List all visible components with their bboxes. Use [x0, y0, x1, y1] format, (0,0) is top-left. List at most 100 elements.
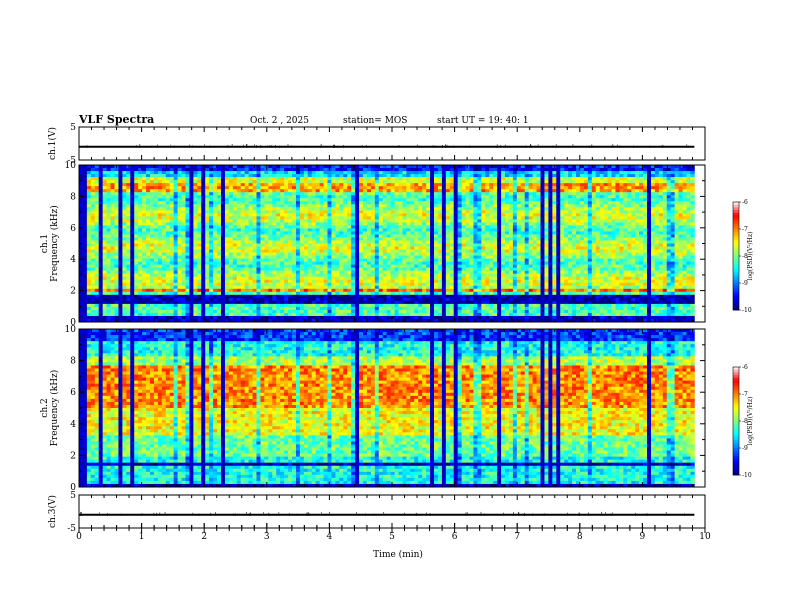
spectrogram-cell [185, 276, 190, 281]
spectrogram-cell [110, 303, 115, 308]
spectrogram-cell [244, 189, 250, 193]
spectrogram-cell [252, 294, 257, 299]
spectrogram-cell [434, 222, 439, 226]
spectrogram-cell [236, 315, 242, 320]
spectrogram-cell [161, 210, 167, 214]
spectrogram-cell [252, 240, 257, 244]
spectrogram-cell [359, 174, 364, 178]
spectrogram-cell [402, 243, 407, 247]
spectrogram-cell [86, 225, 92, 229]
spectrogram-cell [272, 267, 277, 272]
spectrogram-cell [335, 228, 340, 232]
spectrogram-cell [363, 204, 368, 208]
spectrogram-cell [173, 231, 179, 235]
spectrogram-cell [398, 237, 403, 241]
spectrogram-cell [422, 192, 427, 196]
spectrogram-cell [181, 294, 186, 299]
spectrogram-cell [319, 297, 324, 302]
spectrogram-cell [426, 276, 431, 281]
spectrogram-cell [394, 183, 399, 187]
spectrogram-cell [272, 312, 277, 317]
spectrogram-cell [130, 204, 135, 208]
spectrogram-cell [359, 195, 364, 199]
spectrogram-cell [268, 252, 273, 256]
spectrogram-cell [422, 285, 427, 290]
spectrogram-cell [110, 198, 115, 202]
spectrogram-cell [177, 312, 182, 317]
spectrogram-cell [153, 225, 159, 229]
spectrogram-cell [197, 276, 202, 281]
spectrogram-cell [138, 174, 143, 178]
spectrogram-cell [410, 198, 415, 202]
spectrogram-cell [181, 231, 186, 235]
spectrogram-cell [244, 267, 250, 272]
spectrogram-cell [359, 204, 364, 208]
spectrogram-cell [390, 288, 395, 293]
spectrogram-cell [94, 261, 100, 266]
spectrogram-cell [173, 207, 179, 211]
spectrogram-cell [177, 222, 182, 226]
spectrogram-cell [307, 231, 313, 235]
spectrogram-cell [244, 297, 250, 302]
spectrogram-cell [295, 315, 301, 320]
spectrogram-cell [418, 213, 423, 217]
spectrogram-cell [157, 177, 163, 181]
spectrogram-cell [213, 186, 218, 190]
spectrogram-cell [213, 252, 218, 256]
spectrogram-cell [370, 264, 376, 269]
spectrogram-cell [430, 294, 435, 299]
spectrogram-cell [303, 180, 309, 184]
spectrogram-cell [406, 237, 411, 241]
spectrogram-cell [331, 168, 336, 172]
spectrogram-cell [110, 267, 115, 272]
spectrogram-cell [201, 300, 206, 305]
spectrogram-cell [319, 288, 324, 293]
spectrogram-cell [394, 180, 399, 184]
spectrogram-cell [79, 252, 84, 256]
spectrogram-cell [303, 318, 309, 323]
spectrogram-cell [79, 291, 84, 296]
spectrogram-cell [106, 288, 111, 293]
spectrogram-cell [169, 267, 175, 272]
spectrogram-cell [430, 213, 435, 217]
spectrogram-cell [106, 165, 111, 169]
spectrogram-cell [374, 222, 380, 226]
spectrogram-cell [288, 210, 293, 214]
spectrogram-cell [288, 219, 293, 223]
spectrogram-cell [406, 258, 411, 263]
spectrogram-cell [422, 249, 427, 253]
spectrogram-cell [209, 165, 214, 169]
spectrogram-cell [280, 291, 285, 296]
spectrogram-cell [193, 318, 198, 323]
spectrogram-cell [299, 252, 305, 256]
spectrogram-cell [201, 258, 206, 263]
spectrogram-cell [224, 231, 230, 235]
spectrogram-cell [98, 207, 104, 211]
spectrogram-cell [161, 303, 167, 308]
spectrogram-cell [410, 222, 415, 226]
spectrogram-cell [303, 231, 309, 235]
spectrogram-cell [307, 315, 313, 320]
spectrogram-cell [122, 177, 127, 181]
spectrogram-cell [422, 306, 427, 311]
spectrogram-cell [98, 228, 104, 232]
spectrogram-cell [213, 189, 218, 193]
spectrogram-cell [386, 261, 392, 266]
spectrogram-cell [414, 246, 419, 250]
spectrogram-cell [197, 285, 202, 290]
spectrogram-cell [402, 279, 407, 284]
spectrogram-cell [410, 270, 415, 275]
spectrogram-cell [366, 318, 372, 323]
spectrogram-cell [406, 312, 411, 317]
spectrogram-cell [118, 261, 123, 266]
spectrogram-cell [138, 216, 143, 220]
spectrogram-cell [276, 243, 281, 247]
spectrogram-cell [165, 294, 171, 299]
spectrogram-cell [193, 171, 198, 175]
spectrogram-cell [374, 306, 380, 311]
spectrogram-cell [177, 291, 182, 296]
spectrogram-cell [122, 216, 127, 220]
spectrogram-cell [165, 255, 171, 259]
spectrogram-cell [295, 180, 301, 184]
spectrogram-cell [240, 294, 246, 299]
